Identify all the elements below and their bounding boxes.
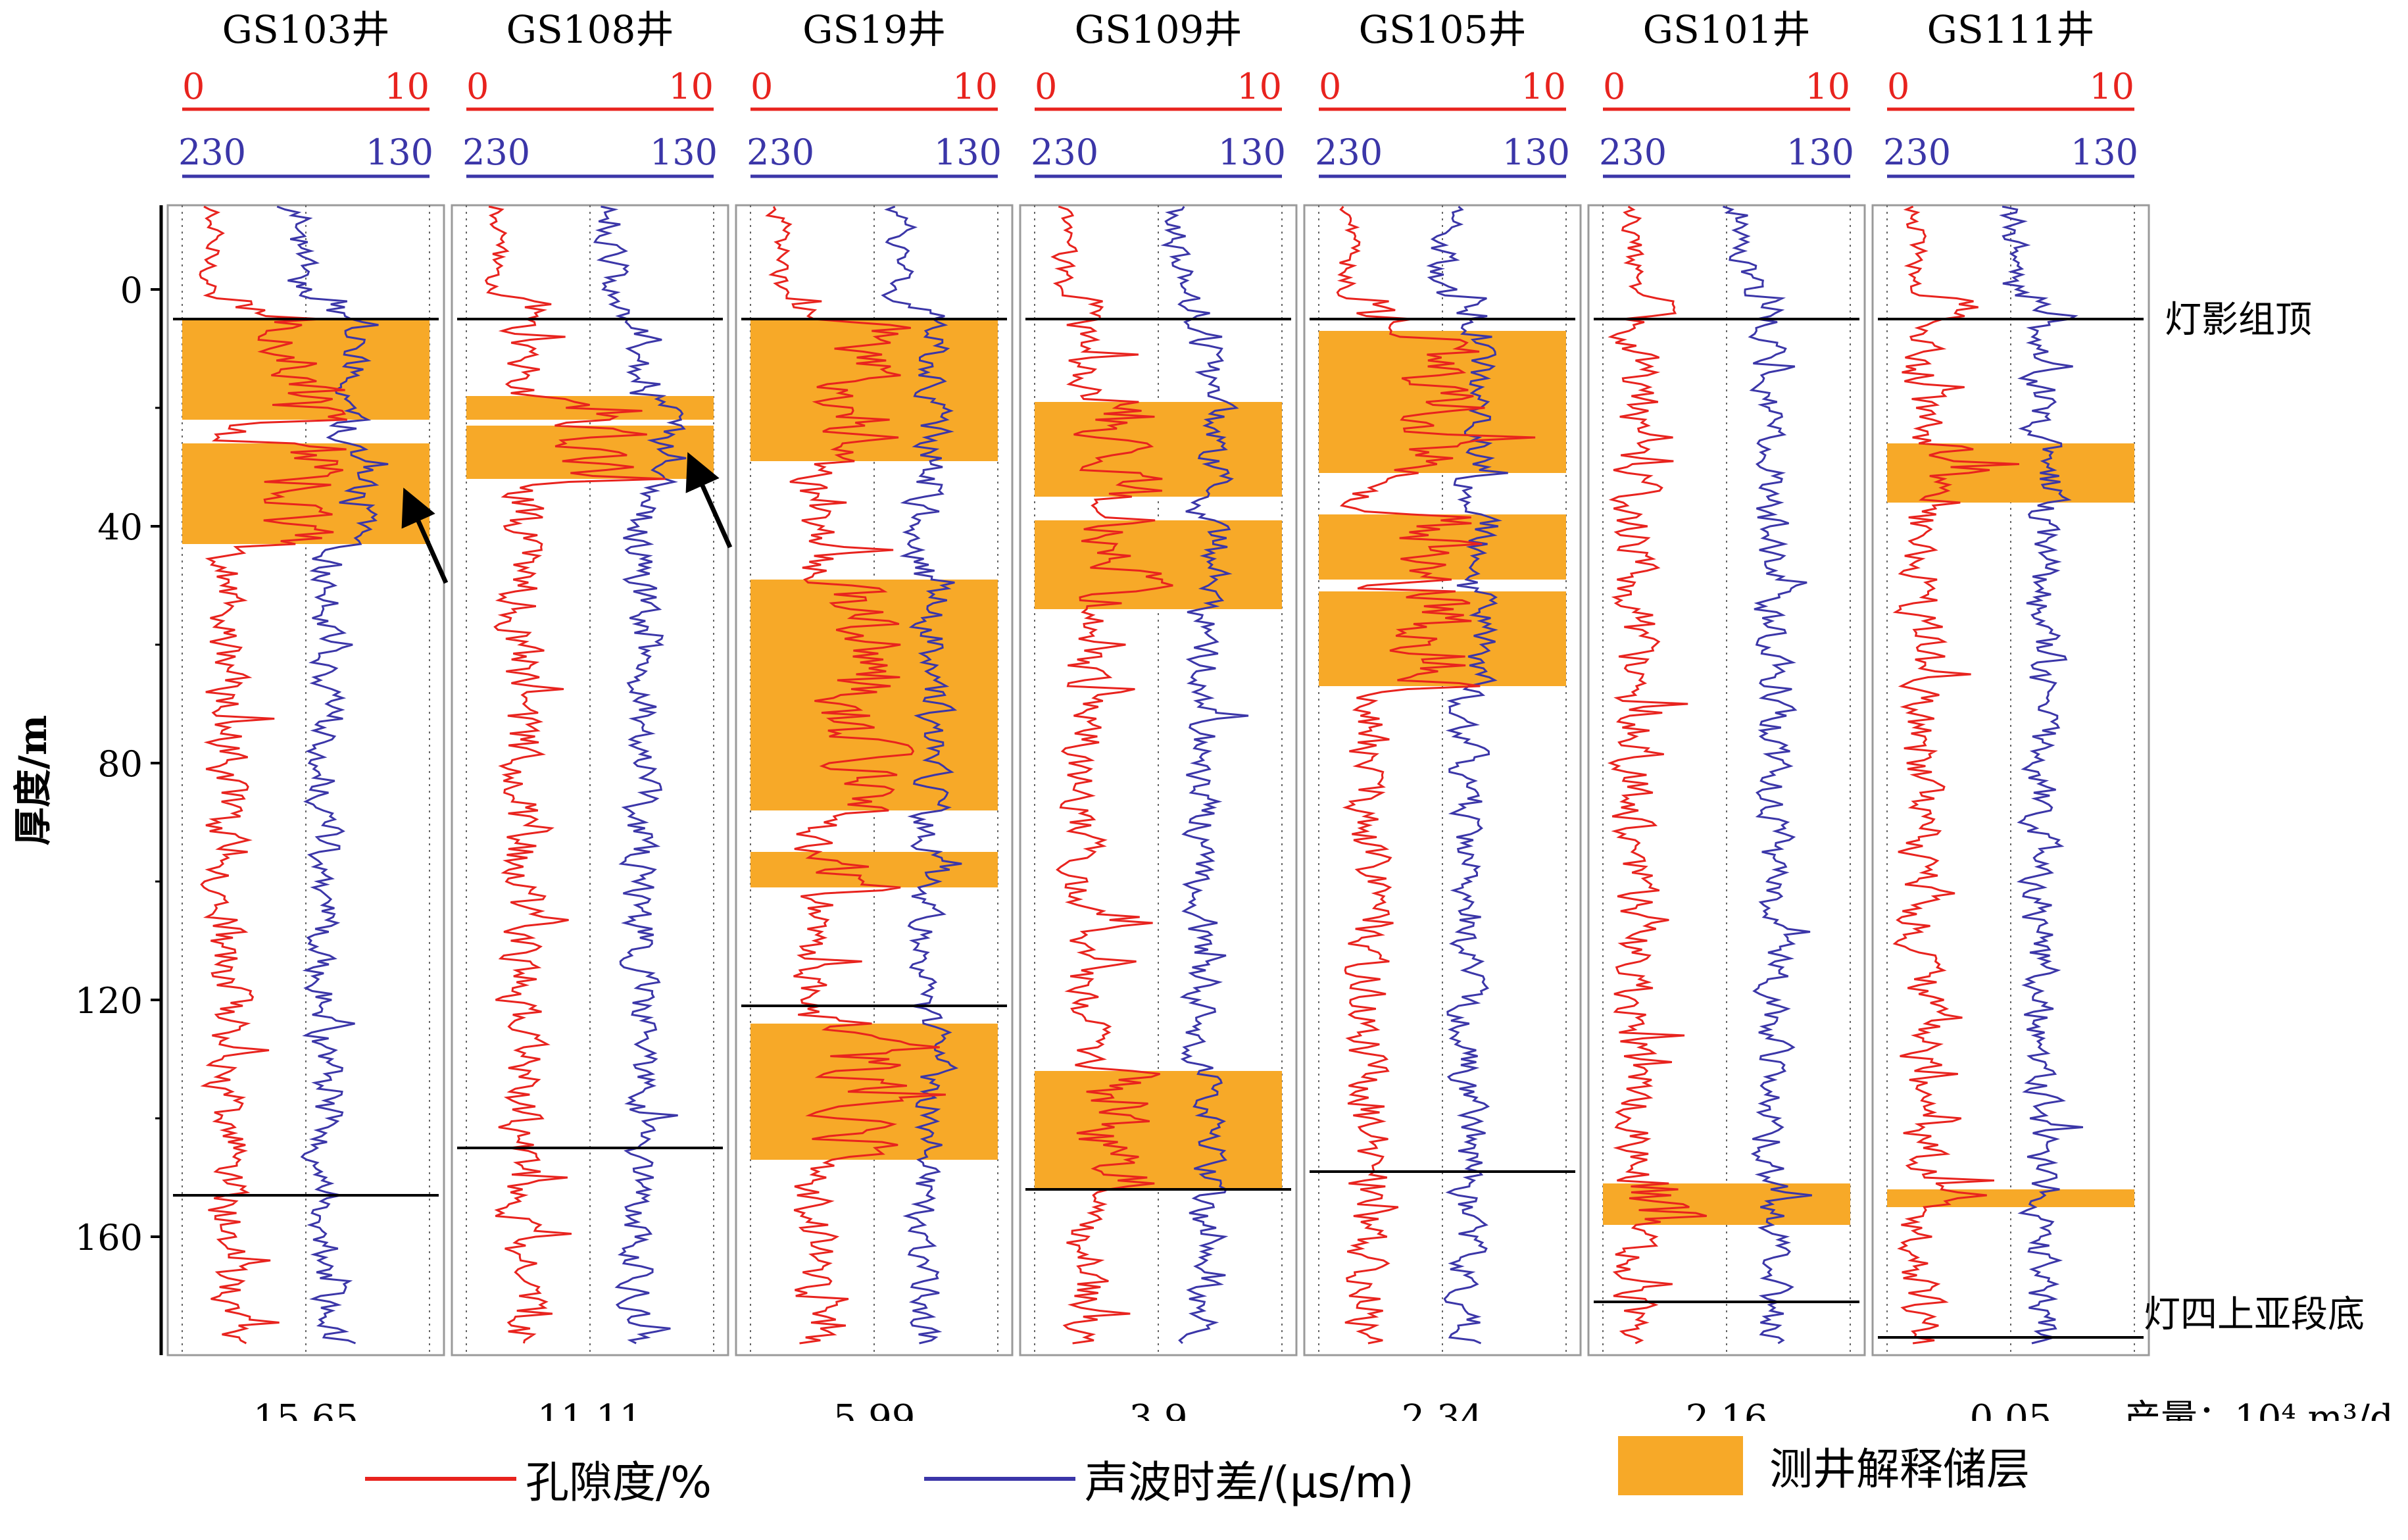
sonic-curve xyxy=(1999,205,2084,1345)
reservoir-band-1 xyxy=(1035,402,1282,497)
porosity-scale-min: 0 xyxy=(466,66,489,107)
sonic-curve xyxy=(276,205,389,1345)
production-value: 2.34 xyxy=(1402,1397,1484,1421)
porosity-scale-max: 10 xyxy=(384,66,430,107)
porosity-curve xyxy=(199,205,347,1345)
porosity-curve xyxy=(1892,205,2019,1345)
highlight-arrow xyxy=(685,452,733,549)
porosity-curve xyxy=(1336,206,1536,1345)
highlight-arrow xyxy=(401,487,449,584)
well-panel-5: GS105井 0 10 230 130 2.34 xyxy=(1303,7,1582,1421)
well-panel-4: GS109井 0 10 230 130 3.9 xyxy=(1019,7,1298,1421)
production-value: 3.9 xyxy=(1129,1397,1187,1421)
reservoir-band-1 xyxy=(182,319,430,420)
production-value: 0.05 xyxy=(1970,1397,2052,1421)
porosity-scale-max: 10 xyxy=(952,66,998,107)
porosity-scale-min: 0 xyxy=(750,66,773,107)
sonic-scale-left: 230 xyxy=(1315,132,1383,173)
production-value: 11.11 xyxy=(537,1397,643,1421)
sonic-curve xyxy=(1160,206,1249,1345)
well-name: GS111井 xyxy=(1927,7,2095,52)
legend-item-sonic: 声波时差/(μs/m) xyxy=(924,1447,1414,1510)
legend-reservoir-swatch xyxy=(1618,1436,1743,1495)
reservoir-band-1 xyxy=(750,319,998,461)
legend: 孔隙度/% 声波时差/(μs/m) 测井解释储层 xyxy=(0,1434,2408,1526)
y-tick-label-4: 160 xyxy=(75,1217,143,1258)
well-panel-3: GS19井 0 10 230 130 5.99 xyxy=(735,7,1014,1421)
reservoir-band-2 xyxy=(1035,520,1282,609)
sonic-curve xyxy=(1426,205,1508,1345)
well-name: GS19井 xyxy=(802,7,946,52)
reservoir-band-2 xyxy=(182,443,430,544)
porosity-scale-min: 0 xyxy=(182,66,205,107)
sonic-scale-right: 130 xyxy=(1218,132,1286,173)
porosity-scale-max: 10 xyxy=(1805,66,1850,107)
well-panel-1: GS103井 0 10 230 130 15.65 xyxy=(166,7,449,1421)
marker-formation-top: 灯影组顶 xyxy=(2165,299,2312,341)
well-name: GS103井 xyxy=(222,7,390,52)
porosity-scale-max: 10 xyxy=(1521,66,1566,107)
legend-sonic-swatch xyxy=(924,1477,1075,1481)
sonic-scale-left: 230 xyxy=(462,132,530,173)
production-value: 15.65 xyxy=(253,1397,358,1421)
porosity-scale-min: 0 xyxy=(1887,66,1909,107)
porosity-scale-min: 0 xyxy=(1035,66,1057,107)
marker-formation-bottom: 灯四上亚段底 xyxy=(2144,1293,2365,1336)
porosity-scale-min: 0 xyxy=(1319,66,1341,107)
well-name: GS109井 xyxy=(1075,7,1242,52)
production-value: 5.99 xyxy=(833,1397,916,1421)
sonic-scale-right: 130 xyxy=(1502,132,1570,173)
reservoir-band-1 xyxy=(1319,331,1566,473)
sonic-curve xyxy=(881,205,962,1345)
sonic-scale-left: 230 xyxy=(1599,132,1667,173)
well-panel-6: GS101井 0 10 230 130 2.16 xyxy=(1587,7,1866,1421)
sonic-scale-right: 130 xyxy=(934,132,1002,173)
reservoir-band-2 xyxy=(1887,1189,2134,1207)
porosity-scale-max: 10 xyxy=(668,66,714,107)
reservoir-band-3 xyxy=(1035,1071,1282,1189)
reservoir-band-3 xyxy=(750,852,998,887)
porosity-scale-max: 10 xyxy=(2089,66,2134,107)
legend-reservoir-label: 测井解释储层 xyxy=(1769,1444,2030,1495)
well-name: GS105井 xyxy=(1359,7,1527,52)
production-value: 2.16 xyxy=(1686,1397,1768,1421)
well-name: GS101井 xyxy=(1643,7,1811,52)
y-tick-label-2: 80 xyxy=(97,743,143,785)
sonic-scale-left: 230 xyxy=(747,132,814,173)
reservoir-band-1 xyxy=(1603,1183,1850,1225)
sonic-scale-left: 230 xyxy=(1883,132,1951,173)
y-tick-label-3: 120 xyxy=(75,980,143,1022)
y-tick-label-1: 40 xyxy=(97,507,143,548)
porosity-scale-max: 10 xyxy=(1237,66,1282,107)
sonic-scale-right: 130 xyxy=(366,132,433,173)
reservoir-band-1 xyxy=(1887,443,2134,503)
porosity-curve xyxy=(484,205,666,1344)
sonic-scale-right: 130 xyxy=(1786,132,1854,173)
porosity-curve xyxy=(765,206,946,1345)
y-tick-label-0: 0 xyxy=(120,270,143,311)
legend-item-porosity: 孔隙度/% xyxy=(365,1447,712,1510)
legend-item-reservoir: 测井解释储层 xyxy=(1618,1434,2030,1497)
legend-porosity-swatch xyxy=(365,1477,516,1481)
sonic-scale-left: 230 xyxy=(1031,132,1098,173)
porosity-scale-min: 0 xyxy=(1603,66,1625,107)
production-unit-label: 产量：10⁴ m³/d xyxy=(2124,1397,2394,1421)
porosity-curve xyxy=(1607,205,1708,1345)
sonic-scale-right: 130 xyxy=(650,132,718,173)
legend-sonic-label: 声波时差/(μs/m) xyxy=(1085,1457,1414,1508)
sonic-scale-left: 230 xyxy=(178,132,246,173)
chart-svg: 0 40 80 120 160 厚度/m GS103井 0 10 230 130 15.65 GS108… xyxy=(11,7,2394,1421)
sonic-scale-right: 130 xyxy=(2071,132,2138,173)
sonic-curve xyxy=(593,205,687,1345)
legend-porosity-label: 孔隙度/% xyxy=(526,1457,712,1508)
sonic-curve xyxy=(1723,205,1812,1345)
y-axis-title: 厚度/m xyxy=(11,715,55,846)
porosity-curve xyxy=(1050,205,1173,1345)
well-name: GS108井 xyxy=(506,7,674,52)
well-panel-2: GS108井 0 10 230 130 11.11 xyxy=(451,7,733,1421)
well-panel-7: GS111井 0 10 230 130 0.05 xyxy=(1871,7,2150,1421)
